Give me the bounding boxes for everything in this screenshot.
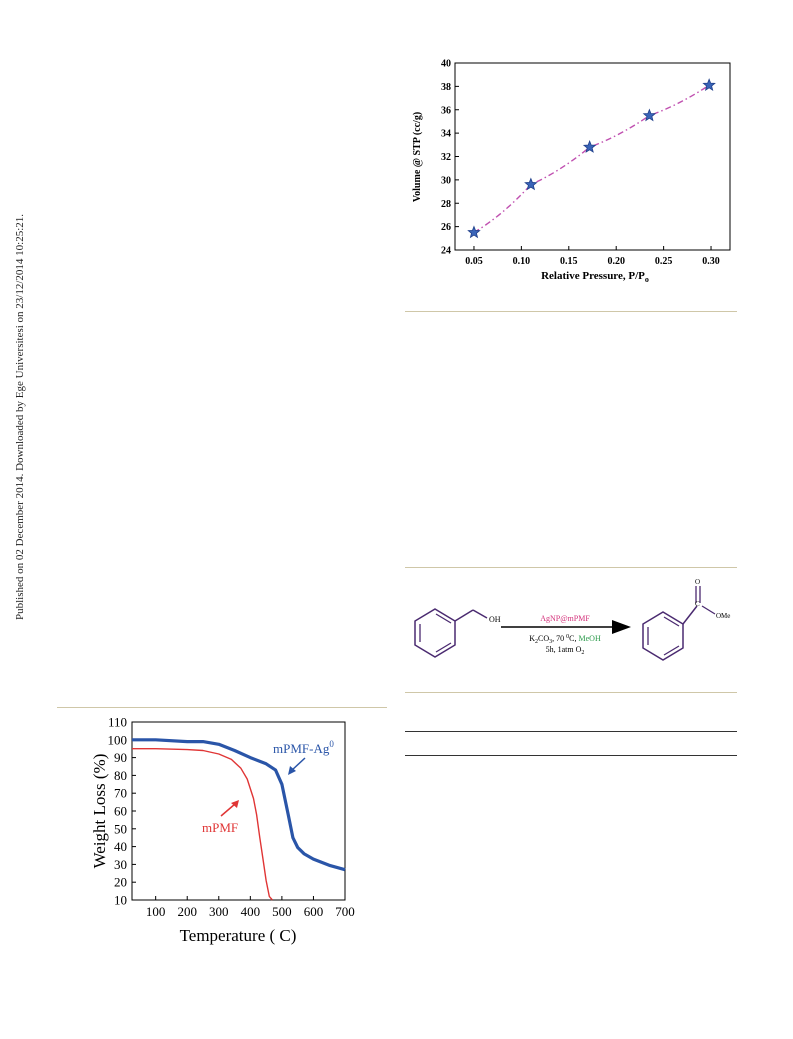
- y-tick-label: 40: [114, 839, 127, 854]
- divider-rule: [405, 692, 737, 693]
- x-axis-ticks: 100 200 300 400 500 600 700: [146, 896, 355, 919]
- y-tick-label: 30: [114, 857, 127, 872]
- conditions-line-1: K2CO3, 70 0C, MeOH: [529, 634, 601, 645]
- divider-rule: [405, 311, 737, 312]
- divider-rule: [405, 567, 737, 568]
- carbonyl-carbon-label: C: [695, 600, 700, 608]
- data-point-star: [524, 177, 538, 191]
- x-tick-label: 0.30: [702, 256, 720, 267]
- arrowhead-mpmf: [231, 800, 239, 808]
- arrow-head: [612, 620, 631, 634]
- y-tick-label: 10: [114, 893, 127, 908]
- data-point-star: [467, 225, 481, 239]
- hydroxyl-label: OH: [489, 615, 501, 624]
- x-tick-label: 0.05: [465, 256, 483, 267]
- y-tick-label: 26: [441, 222, 451, 233]
- tga-chart: 10 20 30 40 50 60 70 80 90 100 110 100 200 300 400 500…: [90, 715, 355, 946]
- x-tick-label: 300: [209, 904, 229, 919]
- y-tick-label: 90: [114, 750, 127, 765]
- x-tick-label: 0.15: [560, 256, 578, 267]
- x-tick-label: 100: [146, 904, 166, 919]
- x-axis-label: Relative Pressure, P/Po: [541, 270, 649, 284]
- y-axis-ticks: 10 20 30 40 50 60 70 80 90 100 110: [108, 715, 136, 908]
- data-points: [467, 78, 716, 239]
- divider-rule: [57, 707, 387, 708]
- data-point-star: [642, 108, 657, 122]
- publication-note: Published on 02 December 2014. Downloade…: [14, 213, 26, 620]
- y-axis-ticks: 24 26 28 30 32 34 36 38 40: [441, 59, 459, 257]
- fit-line: [473, 84, 710, 234]
- x-tick-label: 0.25: [655, 256, 673, 267]
- table-header-rule: [405, 755, 737, 756]
- publication-sidebar: Published on 02 December 2014. Downloade…: [0, 0, 30, 1039]
- x-axis-ticks: 0.05 0.10 0.15 0.20 0.25 0.30: [465, 246, 720, 267]
- series-label-mpmf: mPMF: [202, 820, 238, 835]
- reaction-scheme: OH AgNP@mPMF K2CO3, 70 0C, MeOH 5h, 1atm…: [414, 578, 730, 661]
- methoxy-label: OMe: [716, 612, 730, 620]
- x-tick-label: 500: [272, 904, 292, 919]
- x-tick-label: 200: [177, 904, 197, 919]
- y-tick-label: 110: [108, 715, 127, 730]
- table-top-rule: [405, 731, 737, 732]
- y-tick-label: 36: [441, 105, 451, 116]
- data-point-star: [702, 78, 716, 91]
- conditions-line-2: 5h, 1atm O2: [546, 645, 585, 656]
- y-tick-label: 40: [441, 59, 451, 70]
- catalyst-label: AgNP@mPMF: [540, 614, 590, 623]
- series-label-mpmf-ag: mPMF-Ag0: [273, 739, 334, 756]
- methyl-benzoate-structure: O C OMe: [642, 578, 730, 661]
- x-tick-label: 600: [304, 904, 324, 919]
- y-tick-label: 80: [114, 768, 127, 783]
- series-mpmf-ag-line: [132, 738, 346, 872]
- x-tick-label: 400: [241, 904, 260, 919]
- plot-frame: [454, 62, 731, 251]
- x-axis-label: Temperature ( C): [180, 926, 297, 945]
- y-tick-label: 70: [114, 786, 127, 801]
- y-axis-label: Weight Loss (%): [90, 754, 109, 869]
- y-tick-label: 28: [441, 199, 451, 210]
- y-tick-label: 34: [441, 129, 451, 140]
- arrow-mpmf: [220, 803, 236, 817]
- y-tick-label: 38: [441, 82, 451, 93]
- data-point-star: [582, 140, 597, 153]
- y-tick-label: 60: [114, 804, 127, 819]
- x-tick-label: 0.10: [513, 256, 531, 267]
- carbonyl-oxygen-label: O: [695, 578, 700, 586]
- y-tick-label: 32: [441, 152, 451, 163]
- series-mpmf-line: [132, 748, 273, 901]
- y-tick-label: 24: [441, 246, 451, 257]
- x-tick-label: 700: [335, 904, 355, 919]
- y-tick-label: 50: [114, 821, 127, 836]
- x-tick-label: 0.20: [607, 256, 625, 267]
- y-tick-label: 20: [114, 875, 127, 890]
- benzyl-alcohol-structure: OH: [414, 608, 501, 658]
- arrowhead-mpmf-ag: [288, 766, 296, 775]
- y-tick-label: 30: [441, 175, 451, 186]
- y-axis-label: Volume @ STP (cc/g): [412, 112, 423, 202]
- y-tick-label: 100: [108, 732, 128, 747]
